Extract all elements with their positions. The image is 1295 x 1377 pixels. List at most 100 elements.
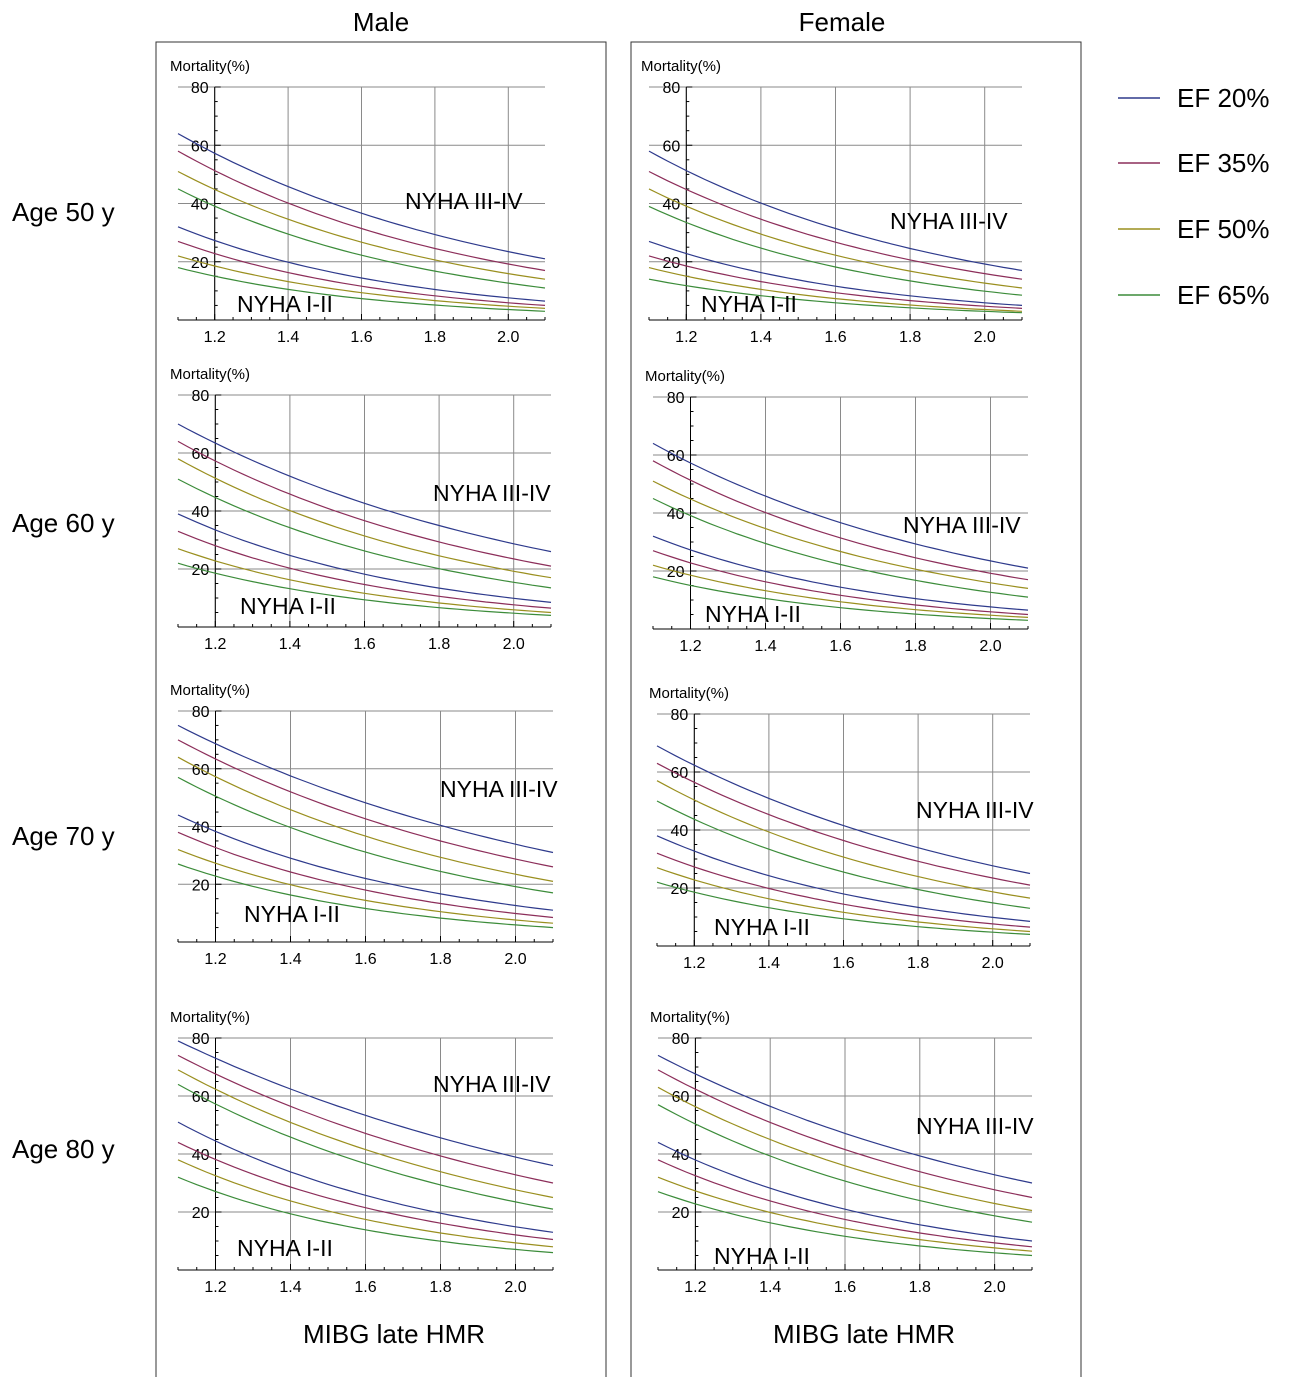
panel-3: 1.2 1.4 1.6 1.8 2.0 20 40 60 80 Mortality(%) NYHA … — [170, 366, 552, 653]
x-tick-label: 2.0 — [982, 955, 1004, 972]
y-tick-label: 20 — [191, 255, 209, 272]
series-line-nyha-i-ii-65 — [177, 863, 554, 929]
y-tick-label: 20 — [671, 881, 689, 898]
series-line-nyha-i-ii-50 — [648, 267, 1023, 312]
panel-5: 1.2 1.4 1.6 1.8 2.020406080Mortality(%)NYHA … — [170, 682, 558, 968]
y-tick-label: 60 — [191, 138, 209, 155]
x-tick-label: 1.4 — [279, 1279, 301, 1296]
y-tick-label: 40 — [671, 823, 689, 840]
y-tick-label: 80 — [672, 1031, 690, 1048]
x-tick-label: 2.0 — [974, 329, 996, 346]
y-tick-label: 60 — [672, 1089, 690, 1106]
x-tick-label: 1.6 — [353, 636, 375, 653]
series-line-nyha-iii-iv-50 — [656, 780, 1031, 899]
y-axis-label: Mortality(%) — [170, 58, 250, 75]
annotation-nyha-i-ii: NYHA I-II — [714, 1243, 810, 1269]
x-tick-label: 1.2 — [204, 1279, 226, 1296]
series-line-nyha-iii-iv-35 — [656, 762, 1031, 886]
series-line-nyha-i-ii-65 — [648, 278, 1023, 314]
x-tick-label: 1.2 — [204, 329, 226, 346]
y-axis-label: Mortality(%) — [650, 1009, 730, 1026]
annotation-nyha-iii-iv: NYHA III-IV — [916, 1113, 1034, 1139]
y-tick-label: 20 — [663, 255, 681, 272]
series-line-nyha-iii-iv-65 — [657, 1104, 1033, 1223]
series-line-nyha-iii-iv-35 — [177, 150, 546, 272]
y-tick-label: 20 — [672, 1205, 690, 1222]
y-tick-label: 80 — [192, 704, 210, 721]
y-axis-label: Mortality(%) — [649, 685, 729, 702]
series-line-nyha-iii-iv-65 — [652, 497, 1029, 598]
series-line-nyha-iii-iv-20 — [177, 423, 552, 553]
panel-1: 1.2 1.4 1.6 1.8 2.0 20 40 60 80 Mortality(%) NYHA … — [170, 58, 546, 346]
column-frame-male — [155, 41, 607, 1377]
panel-8: 1.2 1.4 1.6 1.8 2.0 20 40 60 80 Mortality(%) NYHA … — [650, 1009, 1034, 1296]
x-tick-label: 1.8 — [429, 951, 451, 968]
series-line-nyha-i-ii-35 — [177, 831, 554, 919]
y-tick-label: 60 — [192, 1089, 210, 1106]
annotation-nyha-i-ii: NYHA I-II — [240, 593, 336, 619]
x-tick-label: 1.2 — [204, 951, 226, 968]
series-line-nyha-i-ii-50 — [177, 548, 552, 614]
series-line-nyha-iii-iv-20 — [657, 1054, 1033, 1184]
y-tick-label: 20 — [192, 1205, 210, 1222]
row-label-age-50: Age 50 y — [12, 197, 115, 227]
y-tick-label: 60 — [192, 446, 210, 463]
y-tick-label: 80 — [671, 707, 689, 724]
series-line-nyha-i-ii-50 — [177, 255, 546, 309]
series-line-nyha-iii-iv-20 — [177, 133, 546, 260]
series-line-nyha-i-ii-20 — [657, 1141, 1033, 1242]
annotation-nyha-iii-iv: NYHA III-IV — [440, 776, 558, 802]
column-header-female: Female — [799, 7, 886, 37]
x-tick-label: 1.6 — [354, 1279, 376, 1296]
row-label-age-80: Age 80 y — [12, 1134, 115, 1164]
series-line-nyha-iii-iv-65 — [656, 800, 1031, 909]
series-line-nyha-i-ii-65 — [652, 576, 1029, 621]
series-line-nyha-iii-iv-35 — [652, 460, 1029, 581]
x-tick-label: 1.2 — [679, 638, 701, 655]
series-line-nyha-iii-iv-35 — [177, 1054, 554, 1184]
series-line-nyha-iii-iv-35 — [657, 1069, 1033, 1199]
series-line-nyha-i-ii-35 — [177, 1141, 554, 1241]
annotation-nyha-i-ii: NYHA I-II — [244, 901, 340, 927]
legend: EF 20% EF 35% EF 50% EF 65% — [1118, 83, 1270, 310]
y-tick-label: 20 — [192, 877, 210, 894]
series-line-nyha-iii-iv-50 — [177, 458, 552, 579]
series-line-nyha-iii-iv-50 — [648, 188, 1023, 289]
series-line-nyha-iii-iv-20 — [177, 1040, 554, 1167]
annotation-nyha-i-ii: NYHA I-II — [705, 601, 801, 627]
x-tick-label: 1.6 — [834, 1279, 856, 1296]
x-tick-label: 1.4 — [759, 1279, 781, 1296]
x-tick-label: 2.0 — [504, 1279, 526, 1296]
series-line-nyha-iii-iv-65 — [177, 1083, 554, 1210]
x-tick-label: 2.0 — [983, 1279, 1005, 1296]
series-line-nyha-i-ii-20 — [652, 535, 1029, 611]
x-tick-label: 1.8 — [907, 955, 929, 972]
series-line-nyha-i-ii-20 — [177, 513, 552, 603]
y-tick-label: 40 — [667, 506, 685, 523]
panel-4: 1.2 1.4 1.6 1.8 2.0 20 40 60 80 Mortality(%) NYHA … — [645, 368, 1029, 655]
y-tick-label: 60 — [663, 138, 681, 155]
x-axis-title-male: MIBG late HMR — [303, 1319, 485, 1349]
x-tick-label: 1.2 — [204, 636, 226, 653]
y-axis-label: Mortality(%) — [170, 1009, 250, 1026]
annotation-nyha-iii-iv: NYHA III-IV — [405, 188, 523, 214]
y-tick-label: 40 — [663, 197, 681, 214]
y-axis-label: Mortality(%) — [170, 682, 250, 699]
series-line-nyha-i-ii-20 — [656, 835, 1031, 922]
annotation-nyha-i-ii: NYHA I-II — [237, 1235, 333, 1261]
y-tick-label: 80 — [192, 1031, 210, 1048]
x-tick-label: 1.8 — [904, 638, 926, 655]
y-tick-label: 80 — [663, 80, 681, 97]
x-tick-label: 1.2 — [675, 329, 697, 346]
y-tick-label: 80 — [667, 390, 685, 407]
x-tick-label: 1.2 — [683, 955, 705, 972]
series-line-nyha-i-ii-65 — [177, 562, 552, 616]
y-tick-label: 20 — [192, 562, 210, 579]
series-line-nyha-i-ii-65 — [177, 1176, 554, 1254]
y-tick-label: 60 — [671, 765, 689, 782]
series-line-nyha-i-ii-35 — [652, 550, 1029, 616]
series-line-nyha-iii-iv-50 — [652, 480, 1029, 589]
chart-panels: 1.2 1.4 1.6 1.8 2.0 20 40 60 80 Mortality(%) NYHA … — [170, 58, 1034, 1296]
series-line-nyha-i-ii-65 — [657, 1191, 1033, 1257]
